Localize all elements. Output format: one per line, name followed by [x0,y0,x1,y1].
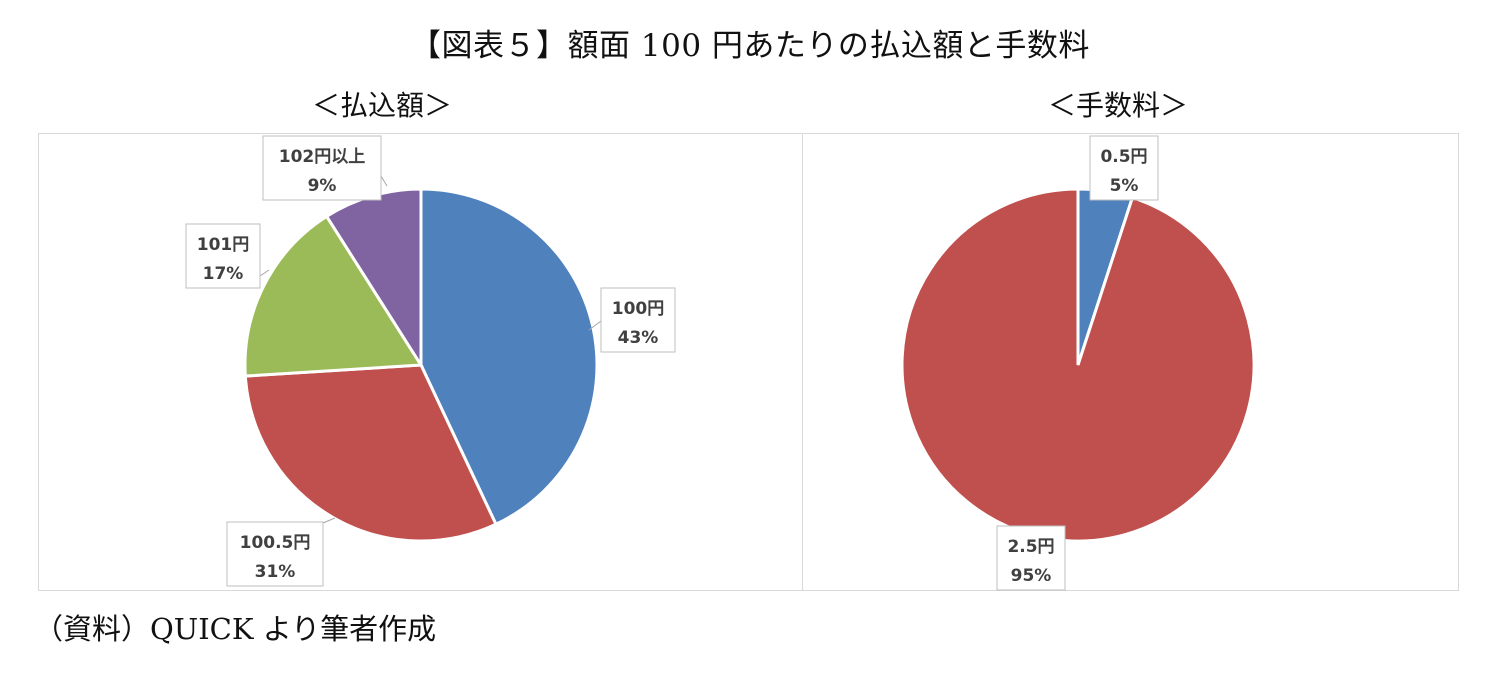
slice-category-label: 101円 [197,235,250,255]
slice-category-label: 102円以上 [279,147,366,167]
fee-pie-panel: 0.5円 5% 2.5円 95% [802,133,1459,591]
data-label-box [1089,135,1159,201]
data-label-box [996,525,1066,591]
payment-pie-chart: 100円 43% 100.5円 31% 101円 17% 102円以上 9% [185,135,676,587]
data-label-box [185,223,261,289]
slice-percent-label: 95% [1011,566,1052,586]
slice-category-label: 100.5円 [240,533,311,553]
label-leader-line [588,320,602,331]
data-label-box [262,135,382,201]
slice-category-label: 0.5円 [1100,147,1147,167]
left-chart-title: ＜払込額＞ [311,89,452,122]
fee-pie-chart: 0.5円 5% 2.5円 95% [900,135,1256,591]
slice-category-label: 100円 [612,299,665,319]
label-leader-line [322,517,336,524]
data-label-box [226,521,324,587]
data-label-box [600,287,676,353]
right-chart-title: ＜手数料＞ [1047,89,1188,122]
pie-slice [900,187,1256,543]
label-leader-line [380,175,388,187]
figure-title: 【図表５】額面 100 円あたりの払込額と手数料 [410,28,1090,64]
slice-percent-label: 43% [618,328,659,348]
slice-percent-label: 9% [308,176,337,196]
slice-percent-label: 5% [1110,176,1139,196]
pie-slice [243,214,424,378]
slice-percent-label: 31% [255,562,296,582]
payment-pie-panel: 100円 43% 100.5円 31% 101円 17% 102円以上 9% [38,133,803,591]
pie-slice [243,363,498,543]
slice-percent-label: 17% [203,264,244,284]
label-leader-line [259,269,270,277]
slice-category-label: 2.5円 [1007,537,1054,557]
source-note: （資料）QUICK より筆者作成 [34,612,437,646]
